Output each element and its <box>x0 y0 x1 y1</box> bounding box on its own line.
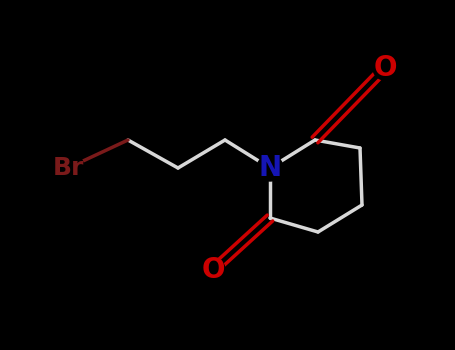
Circle shape <box>201 258 225 282</box>
Text: O: O <box>201 256 225 284</box>
Circle shape <box>373 56 397 80</box>
Text: N: N <box>258 154 282 182</box>
Text: Br: Br <box>52 156 84 180</box>
Circle shape <box>257 155 283 181</box>
Text: O: O <box>373 54 397 82</box>
Circle shape <box>52 152 84 184</box>
